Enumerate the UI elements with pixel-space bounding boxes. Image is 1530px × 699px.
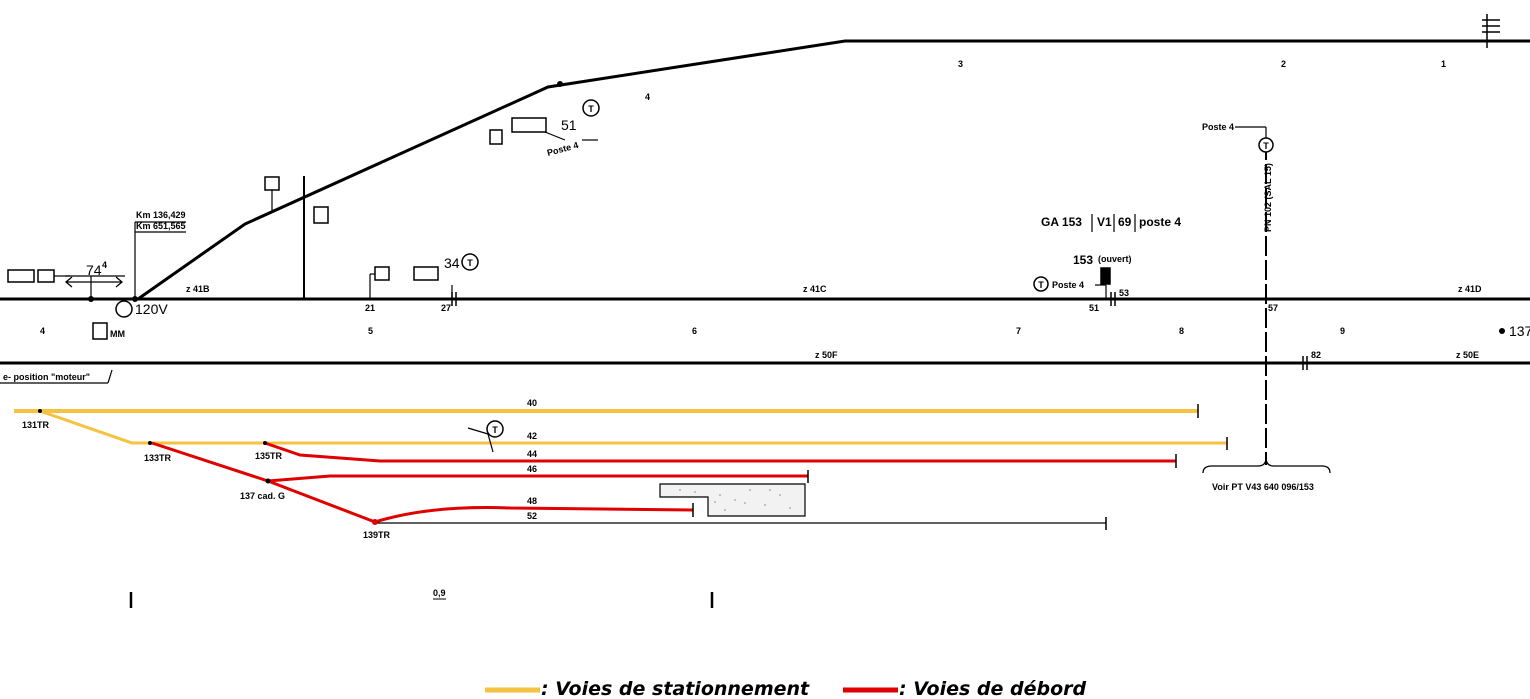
motor-icon (115, 300, 133, 318)
switch-53: 53 (1119, 288, 1129, 298)
switch-133tr: 133TR (144, 453, 172, 463)
track-labels: Km 136,429 Km 651,565 74 4 120V MM e- po… (3, 59, 1530, 598)
signal-5: 5 (368, 326, 373, 336)
switch-139tr: 139TR (363, 530, 391, 540)
signal-2: 2 (1281, 59, 1286, 69)
track-48 (374, 506, 694, 524)
voie-52: 52 (527, 511, 537, 521)
svg-text:T: T (467, 258, 473, 268)
poste-4-label-c: Poste 4 (1052, 280, 1084, 290)
signal-6: 6 (692, 326, 697, 336)
main-tracks (0, 39, 1530, 465)
switch-51: 51 (1089, 303, 1099, 313)
speed-label: 74 (86, 262, 102, 278)
signal-137: 137 (1509, 323, 1530, 339)
signal-icon (92, 322, 108, 340)
quai-block (659, 483, 806, 517)
v1-label: V1 (1097, 215, 1112, 229)
voltage-label: 120V (135, 301, 168, 317)
track-46 (267, 474, 808, 483)
signal-1: 1 (1441, 59, 1446, 69)
svg-text:T: T (492, 425, 498, 435)
signal-4-upper: 4 (645, 92, 650, 102)
switch-21: 21 (365, 303, 375, 313)
switch-135tr: 135TR (255, 451, 283, 461)
zone-z41b: z 41B (186, 284, 210, 294)
voie-44: 44 (527, 449, 537, 459)
scale-09: 0,9 (433, 588, 446, 598)
ouvert-label: (ouvert) (1098, 254, 1132, 264)
signal-icon (413, 266, 439, 281)
zone-z41c: z 41C (803, 284, 827, 294)
signal-icon (313, 206, 329, 224)
legend-label-debord: : Voies de débord (899, 678, 1087, 699)
signal-icon (511, 117, 547, 133)
tel-glyphs: T T T T T (467, 104, 1269, 435)
switch-82: 82 (1311, 350, 1321, 360)
tel-icon (461, 253, 479, 271)
n69-label: 69 (1118, 215, 1132, 229)
signal-boxes (7, 117, 1111, 340)
switch-137: 137 cad. G (240, 491, 285, 501)
voir-pt-label: Voir PT V43 640 096/153 (1212, 482, 1314, 492)
voie-48: 48 (527, 496, 537, 506)
speed-sup: 4 (102, 260, 107, 270)
svg-text:T: T (1038, 280, 1044, 290)
svg-text:T: T (1263, 141, 1269, 151)
tel-icon (582, 99, 600, 117)
signal-icon (7, 269, 35, 283)
signal-9: 9 (1340, 326, 1345, 336)
pn-label: PN 102 (SAL 15) (1263, 163, 1273, 232)
km-label-2: Km 651,565 (136, 221, 186, 231)
mm-label: MM (110, 329, 125, 339)
position-moteur-label: e- position "moteur" (3, 372, 90, 382)
track-upper-branch (137, 39, 1530, 301)
signal-3: 3 (958, 59, 963, 69)
junction-dots (38, 81, 1505, 525)
switch-131tr: 131TR (22, 420, 50, 430)
switch-57: 57 (1268, 303, 1278, 313)
tel-icon (1258, 137, 1274, 153)
voie-40: 40 (527, 398, 537, 408)
zone-z50e: z 50E (1456, 350, 1479, 360)
pn-brace (1202, 457, 1331, 474)
km-label-1: Km 136,429 (136, 210, 186, 220)
tel-signals (115, 99, 1274, 438)
legend-label-stationnement: : Voies de stationnement (541, 678, 810, 699)
signal-7: 7 (1016, 326, 1021, 336)
zone-z41d: z 41D (1458, 284, 1482, 294)
signal-icon (489, 129, 503, 145)
poste-4-label-d: Poste 4 (1202, 122, 1234, 132)
signal-icon (264, 176, 280, 191)
isolation-joints (451, 14, 1500, 370)
block-signal-153 (1100, 267, 1111, 285)
voie-42: 42 (527, 431, 537, 441)
bottom-markers (129, 592, 714, 608)
num-51: 51 (561, 117, 577, 133)
track-42-entry (39, 409, 158, 445)
n153-label: 153 (1073, 253, 1093, 267)
signal-4: 4 (40, 326, 45, 336)
tel-icon (486, 420, 504, 438)
ga-153: GA 153 (1041, 215, 1082, 229)
signal-icon (374, 266, 390, 281)
direction-arrows (64, 276, 124, 288)
yard-tracks (14, 404, 1228, 530)
signal-icon (37, 269, 55, 283)
signal-8: 8 (1179, 326, 1184, 336)
switch-27: 27 (441, 303, 451, 313)
poste-4-label-b: poste 4 (1139, 215, 1181, 229)
legend: : Voies de stationnement : Voies de débo… (485, 678, 1087, 699)
num-34: 34 (444, 255, 460, 271)
svg-text:T: T (588, 104, 594, 114)
voie-46: 46 (527, 464, 537, 474)
zone-z50f: z 50F (815, 350, 838, 360)
signal-connectors (0, 126, 1267, 453)
tel-icon (1033, 276, 1049, 292)
track-44 (264, 441, 1176, 463)
poste-4-label-a: Poste 4 (546, 140, 580, 158)
